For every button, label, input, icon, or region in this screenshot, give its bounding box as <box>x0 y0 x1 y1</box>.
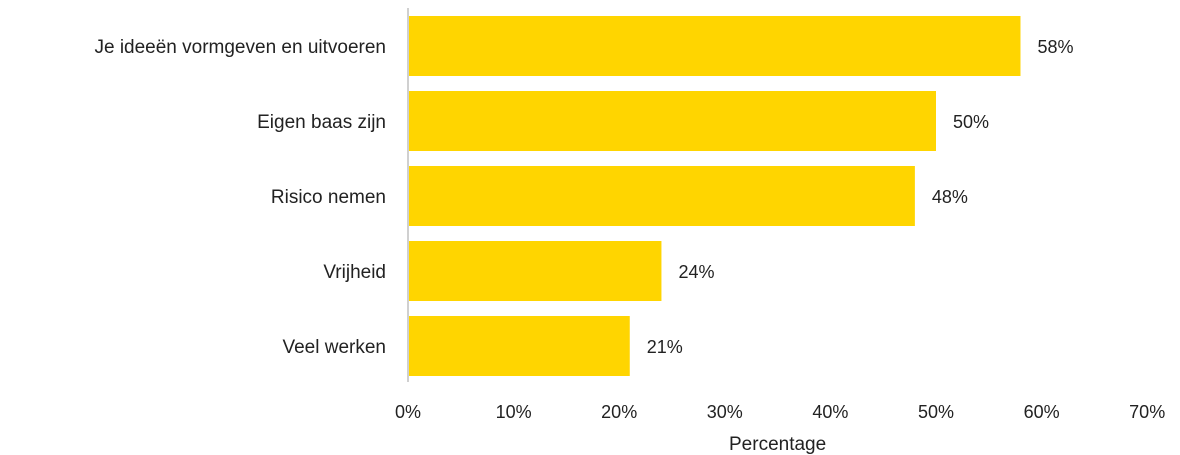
bar-vrijheid <box>408 241 662 301</box>
x-tick-label: 10% <box>496 402 532 422</box>
bars-group <box>408 16 1021 376</box>
bar-veel-werken <box>408 316 630 376</box>
category-label-je-idee-n-vormgeven-en-uitvoeren: Je ideeën vormgeven en uitvoeren <box>94 37 386 58</box>
x-tick-label: 0% <box>395 402 421 422</box>
x-tick-label: 20% <box>601 402 637 422</box>
x-tick-label: 50% <box>918 402 954 422</box>
bar-eigen-baas-zijn <box>408 91 936 151</box>
value-label-eigen-baas-zijn: 50% <box>953 112 989 132</box>
x-tick-label: 30% <box>707 402 743 422</box>
value-label-je-idee-n-vormgeven-en-uitvoeren: 58% <box>1037 37 1073 57</box>
value-label-risico-nemen: 48% <box>932 187 968 207</box>
category-label-risico-nemen: Risico nemen <box>271 187 386 208</box>
category-label-vrijheid: Vrijheid <box>323 262 386 283</box>
x-tick-labels: 0% 10% 20% 30% 40% 50% 60% 70% <box>395 402 1165 422</box>
x-tick-label: 70% <box>1129 402 1165 422</box>
bar-je-idee-n-vormgeven-en-uitvoeren <box>408 16 1021 76</box>
bar-risico-nemen <box>408 166 915 226</box>
category-label-veel-werken: Veel werken <box>282 337 386 358</box>
x-tick-label: 40% <box>812 402 848 422</box>
category-label-eigen-baas-zijn: Eigen baas zijn <box>257 112 386 133</box>
x-axis-title: Percentage <box>729 434 826 455</box>
x-tick-label: 60% <box>1024 402 1060 422</box>
value-label-veel-werken: 21% <box>647 337 683 357</box>
value-labels: 58% 50% 48% 24% 21% <box>647 37 1074 357</box>
value-label-vrijheid: 24% <box>678 262 714 282</box>
category-labels: Je ideeën vormgeven en uitvoeren Eigen ba… <box>94 37 386 358</box>
